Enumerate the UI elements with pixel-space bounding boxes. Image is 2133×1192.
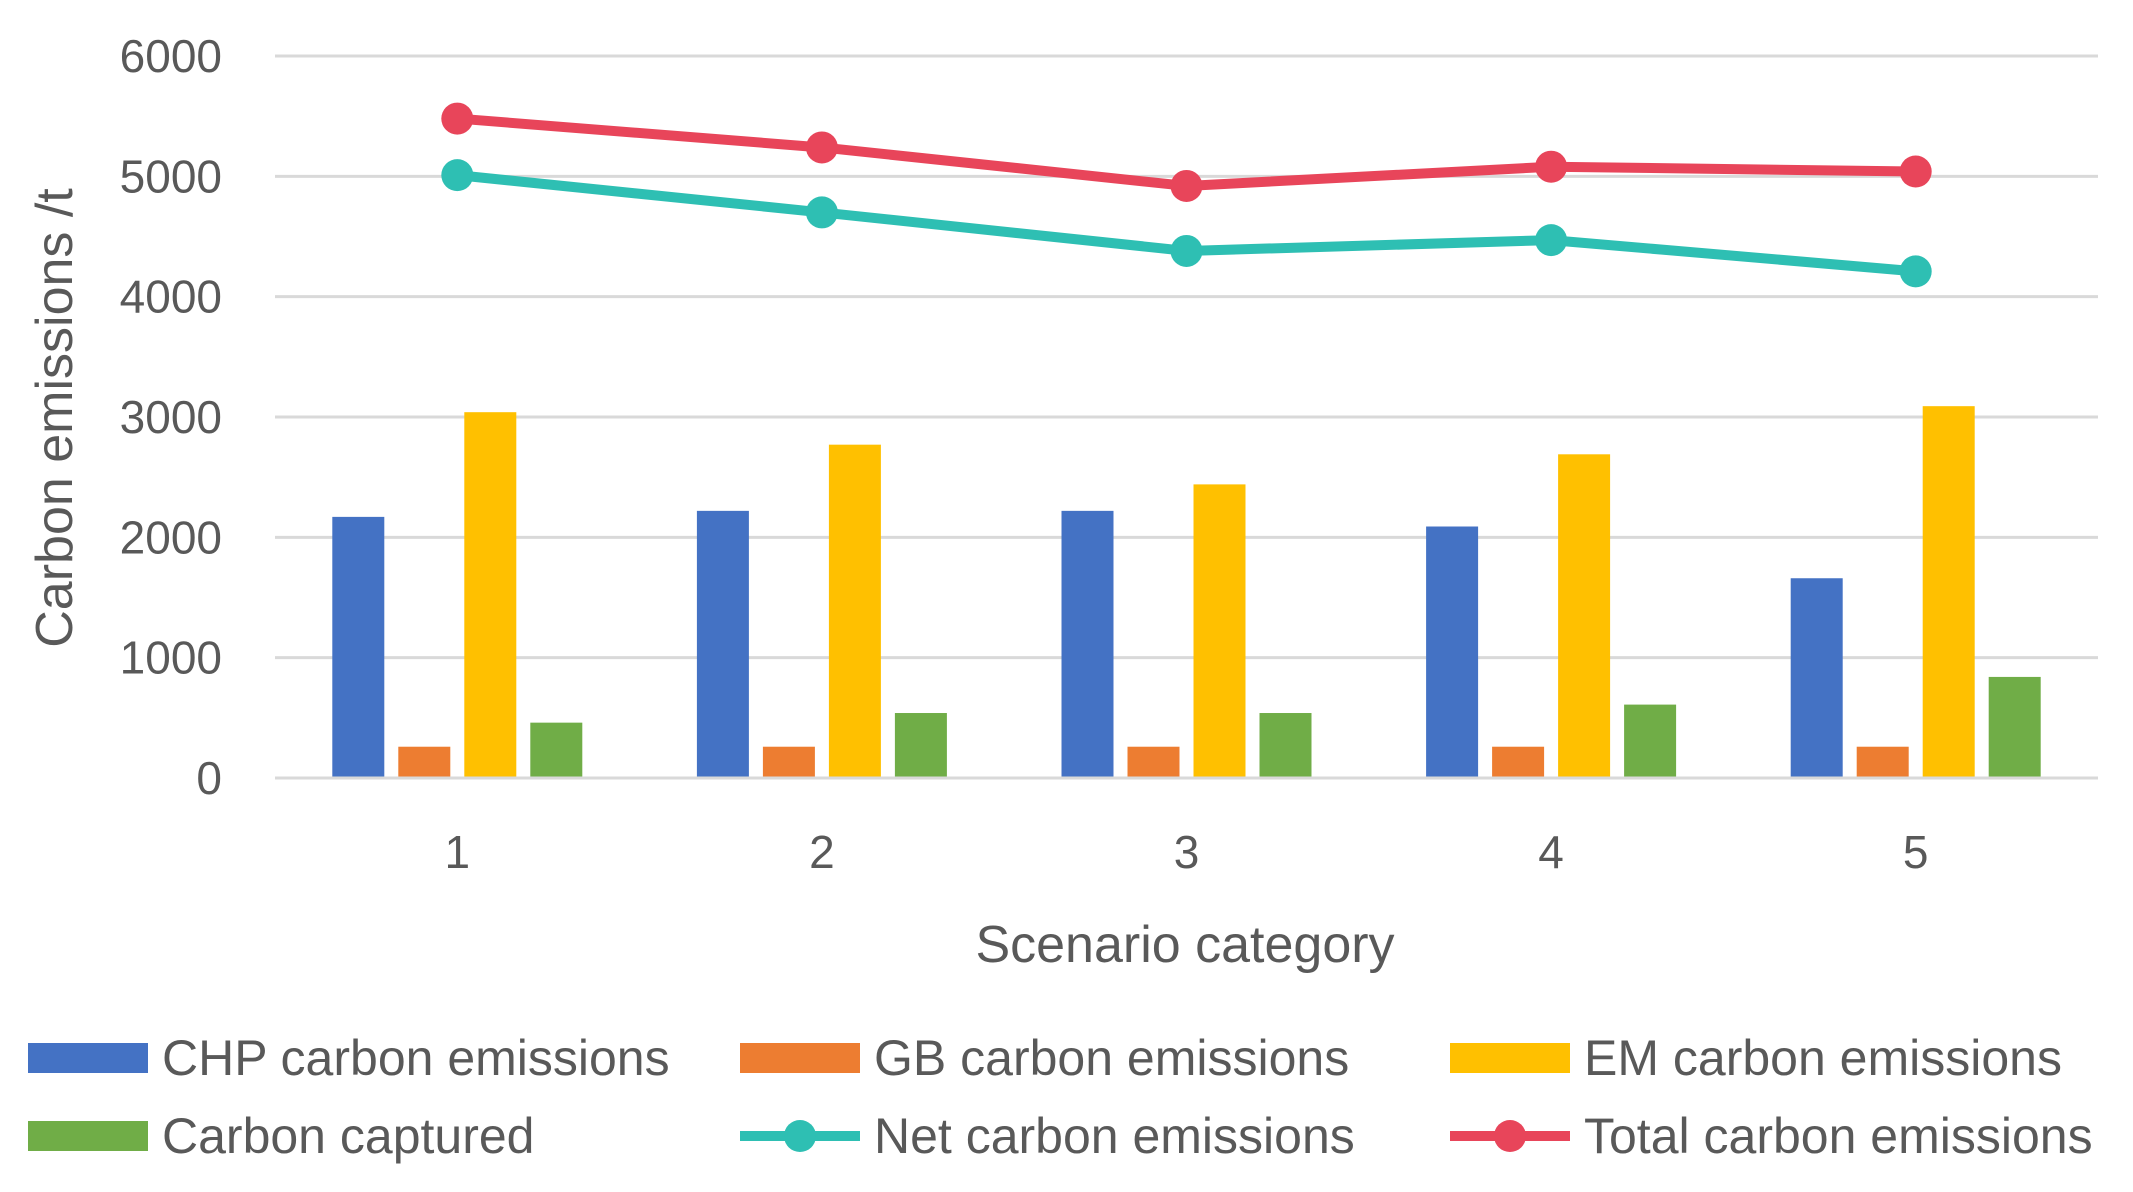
bar-carbon-captured	[894, 713, 947, 778]
bar-gb-carbon-emissions	[398, 746, 451, 778]
y-tick-label: 3000	[120, 391, 222, 443]
legend-swatch-carbon-captured	[28, 1121, 148, 1151]
y-axis-title: Carbon emissions /t	[26, 188, 84, 648]
bar-carbon-captured	[1988, 676, 2041, 778]
legend-swatch-gb-carbon-emissions	[740, 1043, 860, 1073]
bar-carbon-captured	[1259, 713, 1312, 778]
legend-label-carbon-captured: Carbon captured	[162, 1108, 534, 1164]
y-axis-ticks: 0 1000 2000 3000 4000 5000 6000	[120, 30, 222, 804]
bar-gb-carbon-emissions	[1127, 746, 1180, 778]
x-tick-label: 4	[1538, 826, 1564, 878]
bar-gb-carbon-emissions	[762, 746, 815, 778]
bar-gb-carbon-emissions	[1856, 746, 1909, 778]
x-tick-label: 1	[445, 826, 471, 878]
x-axis-ticks: 1 2 3 4 5	[445, 826, 1929, 878]
bar-chp-carbon-emissions	[332, 516, 385, 778]
legend-swatch-chp-carbon-emissions	[28, 1043, 148, 1073]
bar-em-carbon-emissions	[464, 412, 517, 778]
bar-em-carbon-emissions	[1558, 454, 1611, 778]
point-net-carbon-emissions	[805, 196, 838, 229]
bar-em-carbon-emissions	[1193, 484, 1246, 778]
y-tick-label: 0	[196, 752, 222, 804]
legend-marker-net-carbon-emissions	[784, 1120, 816, 1152]
legend-label-em-carbon-emissions: EM carbon emissions	[1584, 1030, 2062, 1086]
legend-label-total-carbon-emissions: Total carbon emissions	[1584, 1108, 2093, 1164]
point-total-carbon-emissions	[805, 131, 838, 164]
bar-series	[275, 406, 2098, 780]
x-tick-label: 2	[809, 826, 835, 878]
point-net-carbon-emissions	[1170, 234, 1203, 267]
x-tick-label: 5	[1903, 826, 1929, 878]
point-total-carbon-emissions	[1170, 169, 1203, 202]
bar-chp-carbon-emissions	[1790, 578, 1843, 778]
legend-marker-total-carbon-emissions	[1494, 1120, 1526, 1152]
bar-chp-carbon-emissions	[1426, 526, 1479, 778]
y-tick-label: 6000	[120, 30, 222, 82]
legend-swatch-em-carbon-emissions	[1450, 1043, 1570, 1073]
y-tick-label: 1000	[120, 632, 222, 684]
point-net-carbon-emissions	[1535, 224, 1568, 257]
x-tick-label: 3	[1174, 826, 1200, 878]
legend-label-gb-carbon-emissions: GB carbon emissions	[874, 1030, 1349, 1086]
bar-carbon-captured	[530, 722, 583, 778]
legend: CHP carbon emissions GB carbon emissions E…	[28, 1030, 2093, 1164]
point-net-carbon-emissions	[441, 159, 474, 192]
bar-chp-carbon-emissions	[696, 510, 749, 778]
bar-gb-carbon-emissions	[1492, 746, 1545, 778]
line-series	[441, 102, 1932, 288]
y-tick-label: 4000	[120, 271, 222, 323]
point-total-carbon-emissions	[441, 102, 474, 135]
point-total-carbon-emissions	[1899, 155, 1932, 188]
point-net-carbon-emissions	[1899, 255, 1932, 288]
bar-carbon-captured	[1624, 704, 1677, 778]
y-tick-label: 2000	[120, 511, 222, 563]
bar-em-carbon-emissions	[828, 444, 881, 778]
y-tick-label: 5000	[120, 150, 222, 202]
legend-label-chp-carbon-emissions: CHP carbon emissions	[162, 1030, 670, 1086]
x-axis-title: Scenario category	[975, 916, 1394, 974]
point-total-carbon-emissions	[1535, 150, 1568, 183]
bar-em-carbon-emissions	[1922, 406, 1975, 778]
bar-chp-carbon-emissions	[1061, 510, 1114, 778]
legend-label-net-carbon-emissions: Net carbon emissions	[874, 1108, 1355, 1164]
